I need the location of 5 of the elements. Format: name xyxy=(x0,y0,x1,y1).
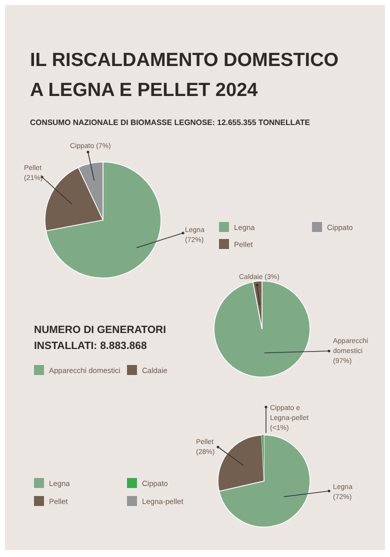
pie-slice xyxy=(218,434,310,528)
chart-title: IL RISCALDAMENTO DOMESTICO A LEGNA E PELLET 2024 xyxy=(30,50,339,101)
text: NUMERO DI GENERATORI INSTALLATI: 8.883.868 xyxy=(34,324,166,352)
pie-slice xyxy=(46,162,162,278)
pie-slice xyxy=(214,280,310,378)
